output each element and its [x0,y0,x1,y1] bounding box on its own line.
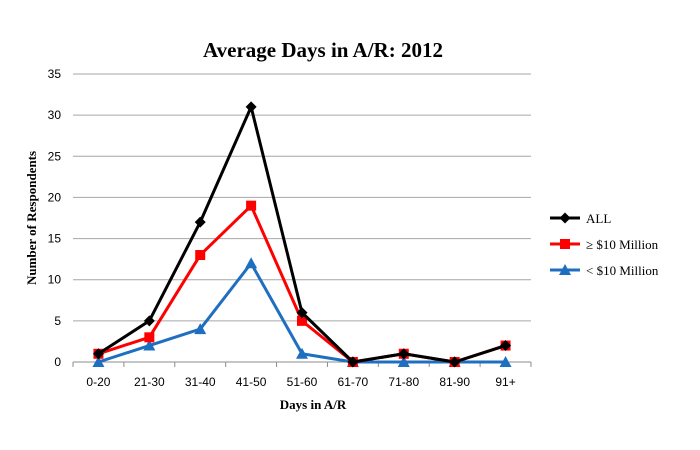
legend-label: ALL [586,211,611,226]
legend-marker [559,212,571,224]
data-point [398,348,410,360]
data-point [296,347,308,359]
legend-label: ≥ $10 Million [586,237,659,252]
data-point [397,356,410,367]
data-point [246,200,257,211]
x-tick-label: 91+ [495,375,515,389]
y-tick-label: 10 [48,273,62,287]
data-point [92,356,105,367]
legend-item: ALL [550,211,611,226]
data-point [92,348,104,360]
legend-label: < $10 Million [586,263,659,278]
series-group [92,101,512,368]
y-tick-label: 20 [48,190,62,204]
x-tick-label: 31-40 [185,375,216,389]
legend-marker [560,239,570,249]
x-tick-label: 0-20 [86,375,110,389]
y-tick-labels: 0 5 10 15 20 25 30 35 [48,67,62,369]
x-tick-label: 61-70 [338,375,369,389]
data-point [297,315,307,326]
x-tick-label: 41-50 [236,375,267,389]
series-diamond [92,101,512,368]
chart-title: Average Days in A/R: 2012 [203,38,443,62]
x-tick-labels: 0-20 21-30 31-40 41-50 51-60 61-70 71-80 81-90 9… [72,362,532,389]
gridlines [73,73,531,322]
data-point [194,323,207,335]
x-tick-label: 51-60 [287,375,318,389]
series-line [97,204,507,364]
data-point [500,340,512,352]
x-tick-label: 81-90 [439,375,470,389]
legend: ALL ≥ $10 Million < $10 Million [550,211,659,278]
legend-marker [559,264,571,275]
data-point [347,356,359,368]
y-tick-label: 15 [48,232,62,246]
y-tick-label: 25 [48,149,62,163]
y-tick-label: 5 [54,314,61,328]
x-axis-title: Days in A/R [280,397,347,412]
data-point [195,250,206,261]
data-point [194,216,206,228]
legend-item: ≥ $10 Million [550,237,659,252]
y-tick-label: 35 [48,67,62,81]
data-point [245,101,257,113]
x-tick-label: 21-30 [134,375,165,389]
data-point [499,356,512,367]
y-tick-label: 30 [48,108,62,122]
data-point [144,332,155,343]
legend-item: < $10 Million [550,263,659,278]
data-point [143,315,155,327]
data-point [245,257,258,269]
y-axis-title: Number of Respondents [24,151,39,285]
x-tick-label: 71-80 [388,375,419,389]
data-point [143,339,156,351]
data-point [296,307,308,319]
y-tick-label: 0 [54,355,61,369]
data-point [449,356,461,368]
